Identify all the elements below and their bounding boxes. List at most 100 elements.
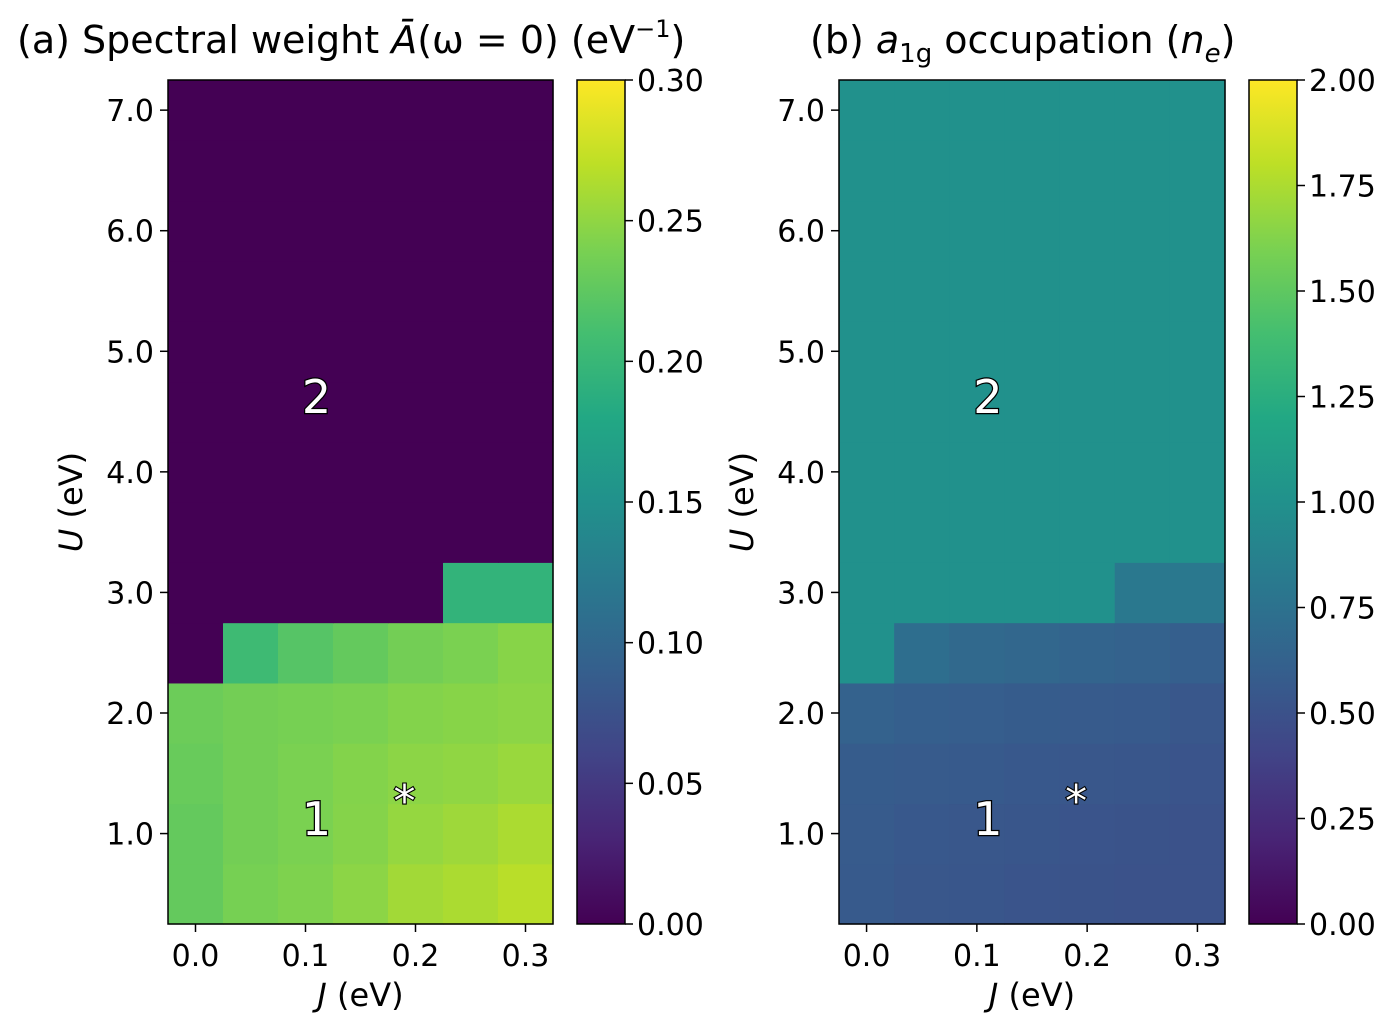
- heatmap-cell: [388, 562, 444, 624]
- panel-b-colorbar: [1248, 79, 1298, 925]
- heatmap-cell: [278, 502, 334, 563]
- heatmap-cell: [498, 562, 554, 624]
- heatmap-cell: [1169, 381, 1226, 443]
- heatmap-cell: [278, 803, 334, 865]
- colorbar-tick-label: 0.50: [1309, 697, 1376, 732]
- heatmap-cell: [278, 562, 334, 624]
- heatmap-cell: [333, 803, 389, 865]
- panel-b-x-ticks: 0.0 0.1 0.2 0.3: [843, 924, 1221, 974]
- heatmap-cell: [498, 863, 554, 925]
- heatmap-cell: [1059, 200, 1116, 262]
- colorbar-tick-label: 1.50: [1309, 275, 1376, 310]
- panel-a-spectral-weight: (a) Spectral weight Ā(ω = 0) (eV−1) 0.0 0…: [17, 15, 704, 1014]
- heatmap-cell: [333, 863, 389, 925]
- heatmap-cell: [839, 803, 895, 865]
- heatmap-cell: [333, 622, 389, 684]
- heatmap-cell: [278, 441, 334, 503]
- y-tick-label: 2.0: [777, 697, 825, 732]
- y-tick-label: 3.0: [106, 576, 154, 611]
- heatmap-cell: [949, 803, 1006, 865]
- panel-b-annotations: 2 1 *: [972, 369, 1088, 848]
- heatmap-cell: [498, 200, 554, 262]
- panel-a-title: (a) Spectral weight Ā(ω = 0) (eV−1): [17, 15, 685, 62]
- heatmap-cell: [278, 622, 334, 684]
- heatmap-cell: [894, 80, 950, 141]
- heatmap-cell: [498, 502, 554, 563]
- heatmap-cell: [168, 140, 224, 202]
- y-tick-label: 3.0: [777, 576, 825, 611]
- x-tick-label: 0.3: [502, 939, 550, 974]
- heatmap-cell: [278, 321, 334, 383]
- heatmap-cell: [839, 743, 895, 805]
- heatmap-cell: [894, 682, 950, 744]
- heatmap-cell: [498, 441, 554, 503]
- heatmap-cell: [839, 441, 895, 503]
- panel-a-colorbar: [576, 79, 626, 925]
- heatmap-cell: [278, 743, 334, 805]
- heatmap-cell: [388, 80, 444, 141]
- heatmap-cell: [223, 321, 279, 383]
- heatmap-cell: [278, 140, 334, 202]
- heatmap-cell: [498, 80, 554, 141]
- colorbar-tick-label: 1.75: [1309, 170, 1376, 205]
- heatmap-cell: [443, 140, 499, 202]
- heatmap-cell: [333, 140, 389, 202]
- heatmap-cell: [168, 80, 224, 141]
- annotation-star: *: [1065, 776, 1087, 827]
- heatmap-cell: [1114, 260, 1171, 322]
- heatmap-cell: [839, 260, 895, 322]
- heatmap-cell: [1169, 682, 1226, 744]
- heatmap-cell: [443, 682, 499, 744]
- heatmap-cell: [839, 622, 895, 684]
- heatmap-cell: [223, 803, 279, 865]
- heatmap-cell: [1114, 441, 1171, 503]
- y-tick-label: 7.0: [777, 94, 825, 129]
- annotation-star: *: [394, 776, 416, 827]
- heatmap-cell: [168, 743, 224, 805]
- heatmap-cell: [1004, 562, 1061, 624]
- heatmap-cell: [388, 803, 444, 865]
- heatmap-cell: [949, 441, 1006, 503]
- heatmap-cell: [388, 622, 444, 684]
- heatmap-cell: [1169, 863, 1226, 925]
- heatmap-cell: [388, 321, 444, 383]
- heatmap-cell: [333, 682, 389, 744]
- y-tick-label: 1.0: [106, 818, 154, 853]
- heatmap-cell: [333, 321, 389, 383]
- heatmap-cell: [223, 381, 279, 443]
- heatmap-cell: [223, 682, 279, 744]
- colorbar-tick-label: 1.00: [1309, 486, 1376, 521]
- heatmap-cell: [1169, 502, 1226, 563]
- colorbar-tick-label: 0.15: [637, 486, 704, 521]
- heatmap-cell: [839, 562, 895, 624]
- heatmap-cell: [443, 260, 499, 322]
- x-tick-label: 0.1: [282, 939, 330, 974]
- heatmap-cell: [223, 863, 279, 925]
- heatmap-cell: [1004, 622, 1061, 684]
- heatmap-cell: [949, 80, 1006, 141]
- heatmap-cell: [333, 743, 389, 805]
- heatmap-cell: [223, 260, 279, 322]
- heatmap-cell: [498, 622, 554, 684]
- heatmap-cell: [388, 200, 444, 262]
- region-label: 2: [302, 370, 331, 424]
- heatmap-cell: [278, 863, 334, 925]
- heatmap-cell: [894, 260, 950, 322]
- panel-b-y-ticks: 1.0 2.0 3.0 4.0 5.0 6.0 7.0: [777, 94, 839, 853]
- x-tick-label: 0.0: [843, 939, 891, 974]
- heatmap-cell: [168, 200, 224, 262]
- colorbar-tick-label: 0.20: [637, 345, 704, 380]
- heatmap-cell: [223, 562, 279, 624]
- heatmap-cell: [388, 260, 444, 322]
- region-label: 1: [302, 792, 331, 846]
- heatmap-cell: [443, 321, 499, 383]
- heatmap-cell: [333, 260, 389, 322]
- heatmap-cell: [1004, 381, 1061, 443]
- heatmap-cell: [894, 743, 950, 805]
- heatmap-cell: [1004, 80, 1061, 141]
- heatmap-cell: [223, 200, 279, 262]
- heatmap-cell: [1004, 803, 1061, 865]
- heatmap-cell: [1059, 260, 1116, 322]
- colorbar-tick-label: 0.25: [637, 205, 704, 240]
- heatmap-cell: [839, 321, 895, 383]
